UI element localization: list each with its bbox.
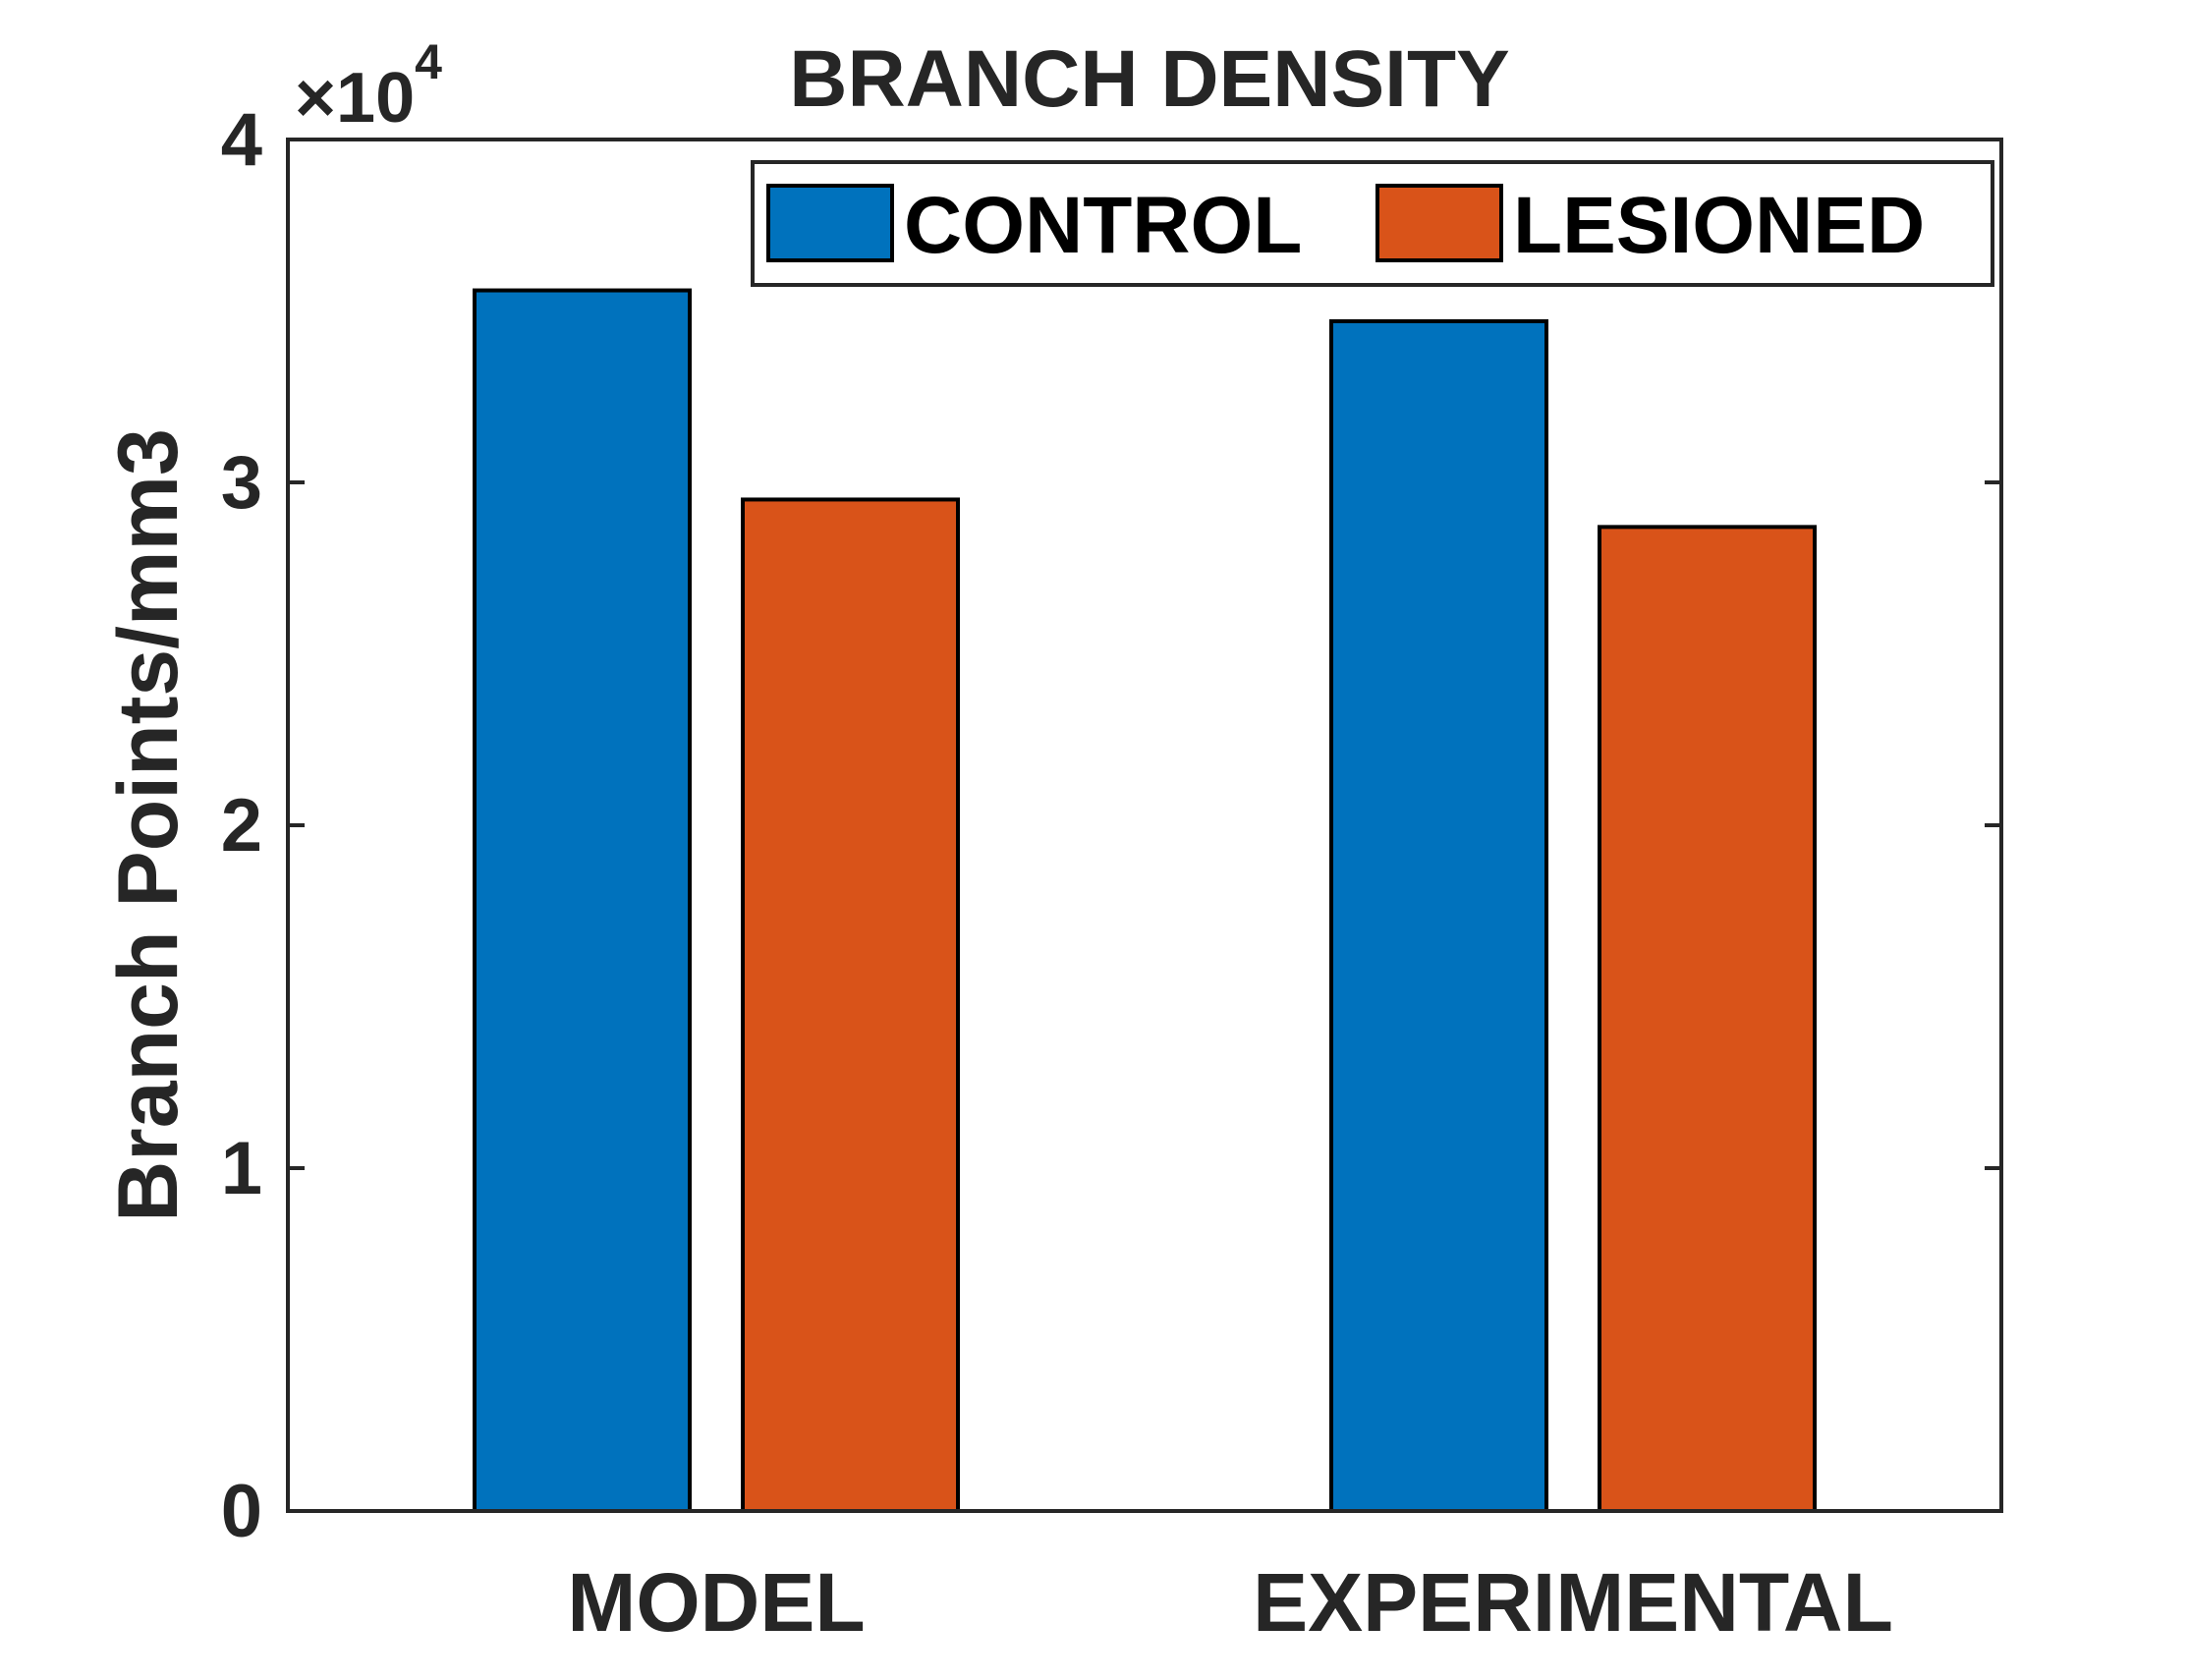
legend-box (751, 160, 1994, 287)
legend-label-lesioned: LESIONED (1513, 181, 1925, 270)
legend: CONTROL LESIONED (751, 160, 1994, 287)
bar-lesioned-model (741, 497, 960, 1514)
y-axis-label: Branch Points/mm3 (101, 428, 196, 1222)
legend-swatch-lesioned (1375, 184, 1503, 262)
y-tick-label: 0 (221, 1470, 262, 1553)
legend-label-control: CONTROL (904, 181, 1302, 270)
exponent-power: 4 (415, 34, 442, 89)
plot-area (473, 288, 1817, 1514)
bar-control-experimental (1329, 318, 1548, 1514)
svg-text:×104: ×104 (295, 34, 442, 138)
bar-control-model (473, 288, 692, 1513)
exponent-base: ×10 (295, 59, 415, 138)
x-tick-label-model: MODEL (567, 1556, 865, 1649)
exponent-label: ×104 (295, 34, 442, 138)
legend-swatch-control (766, 184, 894, 262)
y-tick-label: 2 (221, 784, 262, 868)
y-tick-label: 1 (221, 1127, 262, 1210)
chart-title: BRANCH DENSITY (789, 34, 1509, 124)
x-tick-label-experimental: EXPERIMENTAL (1253, 1556, 1893, 1649)
y-tick-label: 4 (221, 98, 262, 182)
axes: 0 1 2 3 4 MODEL EXPERIMENTAL (221, 98, 2003, 1649)
bar-lesioned-experimental (1598, 525, 1817, 1513)
y-tick-label: 3 (221, 441, 262, 525)
